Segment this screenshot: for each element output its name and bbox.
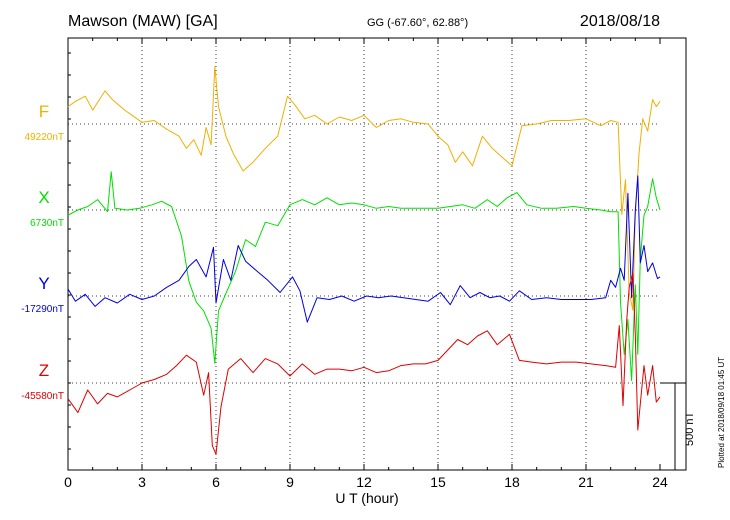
series-baseline-f: 49220nT xyxy=(25,132,64,143)
x-tick-label: 15 xyxy=(430,474,446,490)
baseline-lines xyxy=(68,123,660,384)
series-line-f xyxy=(67,66,661,311)
scale-bar: 500 nT xyxy=(660,382,696,470)
series-baseline-y: -17290nT xyxy=(21,304,64,315)
x-tick-label: 21 xyxy=(578,474,594,490)
series-name-x: X xyxy=(38,188,49,207)
x-tick-label: 24 xyxy=(652,474,668,490)
series-name-f: F xyxy=(39,102,49,121)
plot-frame xyxy=(67,37,687,471)
series-baseline-x: 6730nT xyxy=(30,218,64,229)
x-axis-label: U T (hour) xyxy=(335,490,398,506)
series-line-z xyxy=(67,272,661,455)
series-lines xyxy=(67,66,661,455)
plot-date: 2018/08/18 xyxy=(580,13,660,30)
station-coordinates: GG (-67.60°, 62.88°) xyxy=(367,17,468,29)
x-tick-label: 12 xyxy=(356,474,372,490)
series-line-y xyxy=(67,175,661,323)
plotted-timestamp: Plotted at 2018/09/18 01:45 UT xyxy=(717,357,726,468)
x-tick-label: 0 xyxy=(64,474,72,490)
series-baseline-z: -45580nT xyxy=(21,391,64,402)
x-tick-label: 9 xyxy=(286,474,294,490)
x-tick-label: 6 xyxy=(212,474,220,490)
series-line-x xyxy=(67,171,661,381)
grid-lines xyxy=(141,38,587,470)
x-axis-ticks: 0 3 6 9 12 15 18 21 24 xyxy=(64,38,668,490)
series-labels: F 49220nT X 6730nT Y -17290nT Z -45580nT xyxy=(21,102,64,402)
series-name-y: Y xyxy=(38,274,49,293)
series-name-z: Z xyxy=(39,361,49,380)
scale-bar-label: 500 nT xyxy=(684,411,696,446)
x-tick-label: 3 xyxy=(138,474,146,490)
station-title: Mawson (MAW) [GA] xyxy=(68,13,218,30)
x-tick-label: 18 xyxy=(504,474,520,490)
